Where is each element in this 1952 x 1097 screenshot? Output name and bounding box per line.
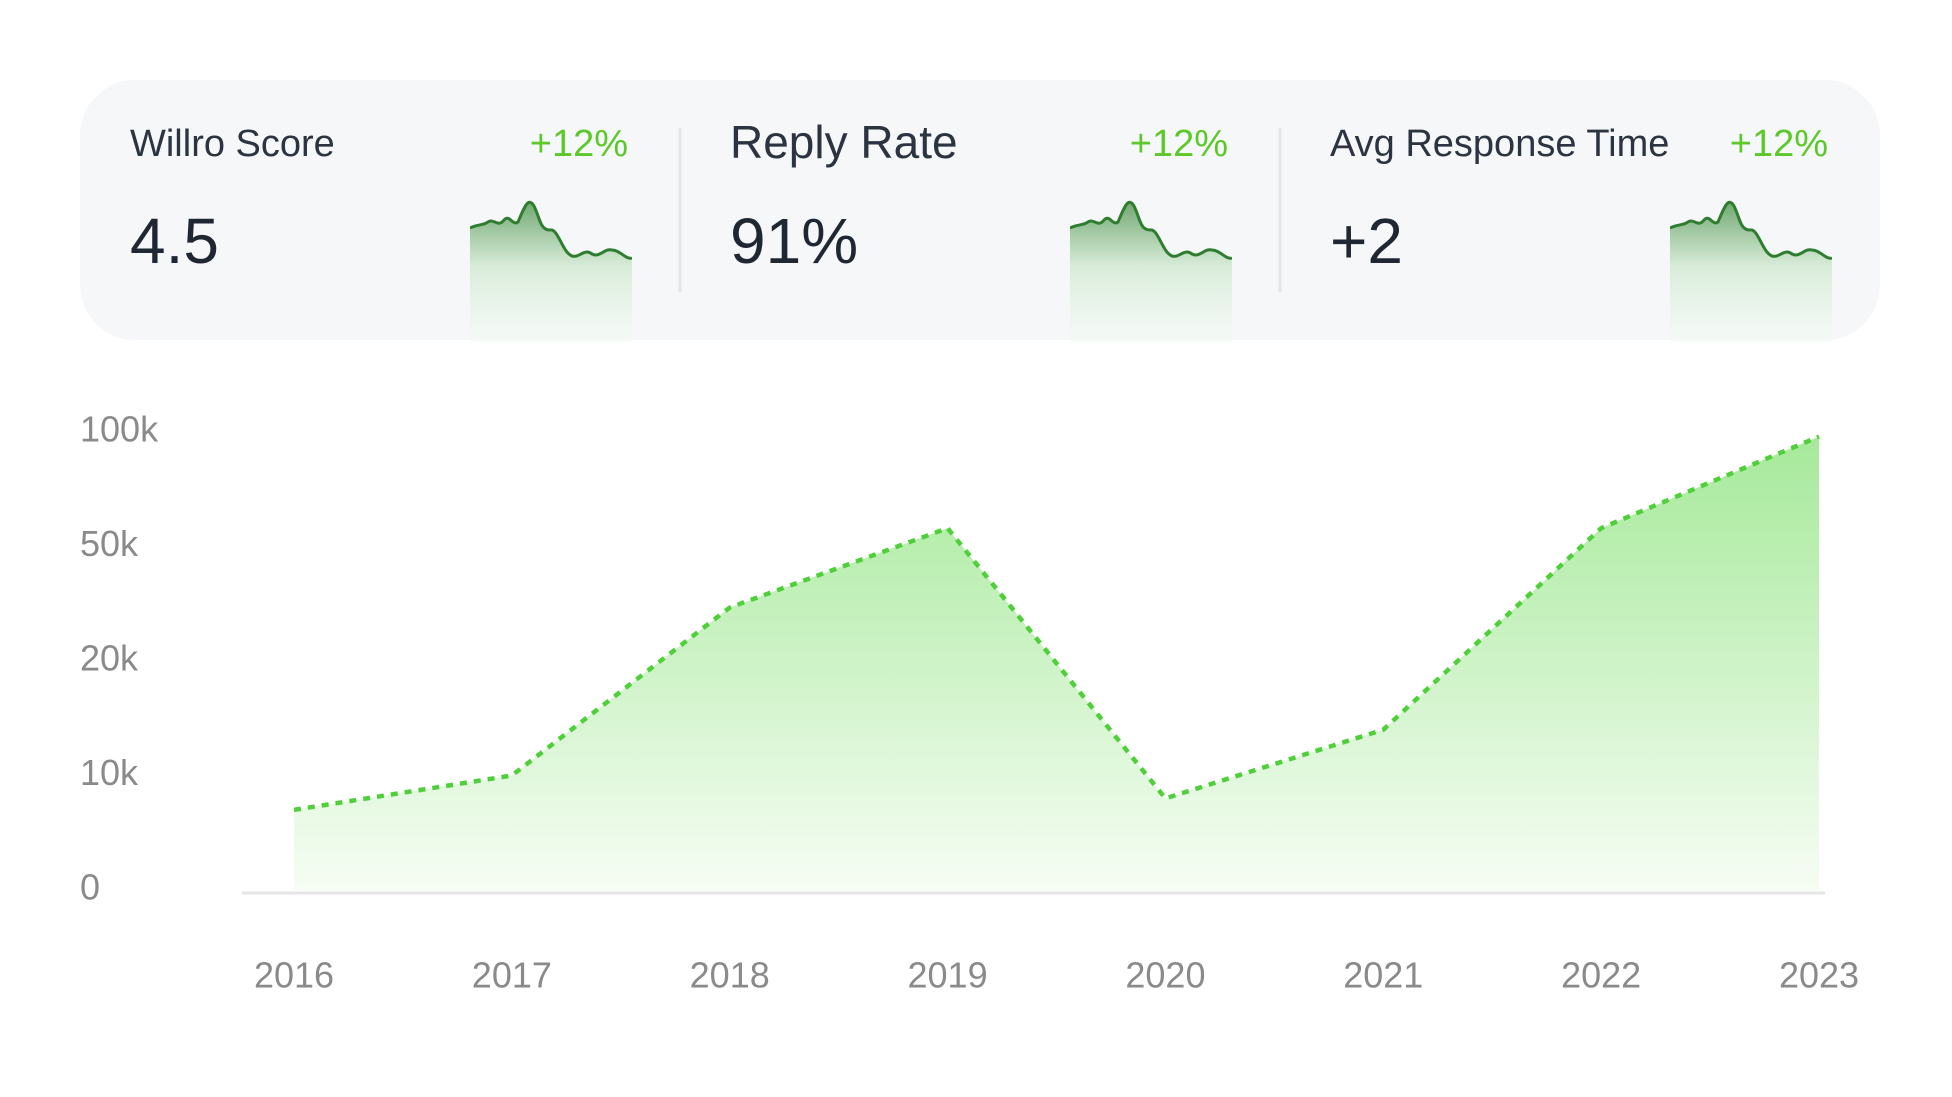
x-tick-label: 2016 [254, 955, 334, 996]
kpi-group: Willro Score +12% 4.5 Reply Rate +12% 91% Avg … [130, 116, 1832, 343]
x-tick-label: 2018 [690, 955, 770, 996]
kpi-card [80, 80, 1880, 340]
area-fill [294, 436, 1819, 890]
y-tick-label: 10k [80, 752, 139, 793]
y-tick-label: 100k [80, 409, 159, 450]
kpi-value: 4.5 [130, 205, 219, 277]
kpi-label: Reply Rate [730, 116, 958, 168]
x-tick-label: 2020 [1125, 955, 1205, 996]
x-tick-label: 2022 [1561, 955, 1641, 996]
kpi-change: +12% [1130, 123, 1228, 165]
y-tick-label: 50k [80, 523, 139, 564]
kpi-label: Avg Response Time [1330, 123, 1669, 165]
x-tick-label: 2019 [908, 955, 988, 996]
kpi-value: 91% [730, 205, 858, 277]
y-tick-label: 0 [80, 867, 100, 908]
x-tick-label: 2017 [472, 955, 552, 996]
kpi-label: Willro Score [130, 123, 335, 165]
line [293, 434, 1820, 813]
x-tick-label: 2023 [1779, 955, 1859, 996]
plot: 0 10k 20k 50k 100k 2016 2017 2018 2019 2020 2021 20… [80, 409, 1859, 996]
kpi-value: +2 [1330, 205, 1403, 277]
kpi-change: +12% [1730, 123, 1828, 165]
kpi-change: +12% [530, 123, 628, 165]
x-tick-label: 2021 [1343, 955, 1423, 996]
y-tick-label: 20k [80, 638, 139, 679]
